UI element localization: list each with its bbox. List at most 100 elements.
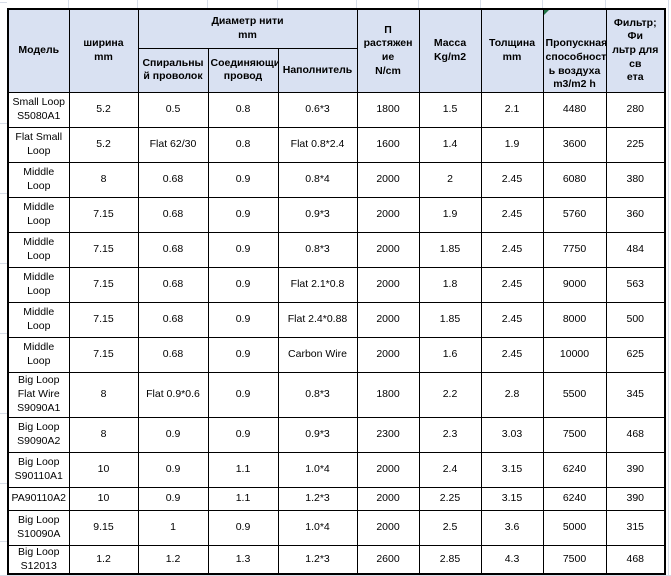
table-cell[interactable]: 5.2	[68, 91, 139, 128]
table-cell[interactable]: Flat 0.8*2.4	[277, 126, 358, 163]
table-cell[interactable]: 1	[137, 509, 209, 546]
table-cell[interactable]: 7.15	[68, 336, 139, 373]
table-cell[interactable]: 1600	[356, 126, 420, 163]
table-cell[interactable]: 1.2*3	[277, 544, 358, 575]
table-cell[interactable]: 6240	[542, 486, 607, 511]
table-cell[interactable]: 3600	[542, 126, 607, 163]
table-cell[interactable]: 5000	[542, 509, 607, 546]
model-cell[interactable]: Small Loop S5080A1	[7, 91, 70, 128]
table-cell[interactable]: 1.0*4	[277, 509, 358, 546]
table-cell[interactable]: 5760	[542, 196, 607, 233]
table-cell[interactable]: 2000	[356, 266, 420, 303]
table-cell[interactable]: 8	[68, 416, 139, 453]
table-cell[interactable]: 2600	[356, 544, 420, 575]
table-cell[interactable]: 0.9	[207, 416, 279, 453]
header-thread-diameter-group[interactable]: Диаметр нити mm	[137, 8, 358, 50]
table-cell[interactable]: 0.9	[137, 416, 209, 453]
table-cell[interactable]: 1.4	[418, 126, 482, 163]
table-cell[interactable]: 0.6*3	[277, 91, 358, 128]
table-cell[interactable]: 0.8*3	[277, 371, 358, 418]
table-cell[interactable]: 1.5	[418, 91, 482, 128]
table-cell[interactable]: 1.2	[137, 544, 209, 575]
table-cell[interactable]: 468	[605, 544, 666, 575]
table-cell[interactable]: 2000	[356, 486, 420, 511]
table-cell[interactable]: 2.45	[480, 301, 544, 338]
table-cell[interactable]: 1.8	[418, 266, 482, 303]
table-cell[interactable]: 8000	[542, 301, 607, 338]
table-cell[interactable]: 1.9	[418, 196, 482, 233]
table-cell[interactable]: 0.68	[137, 196, 209, 233]
table-cell[interactable]: 0.8	[207, 126, 279, 163]
table-cell[interactable]: 1.1	[207, 486, 279, 511]
table-cell[interactable]: 2.45	[480, 266, 544, 303]
header-filler[interactable]: Наполнитель	[277, 48, 358, 93]
table-cell[interactable]: 2.2	[418, 371, 482, 418]
table-cell[interactable]: 0.5	[137, 91, 209, 128]
header-connecting-wire[interactable]: Соединяющий провод	[207, 48, 279, 93]
table-cell[interactable]: 1.85	[418, 301, 482, 338]
table-cell[interactable]: 2000	[356, 451, 420, 488]
table-cell[interactable]: 380	[605, 161, 666, 198]
table-cell[interactable]: 0.68	[137, 161, 209, 198]
table-cell[interactable]: 0.9	[137, 486, 209, 511]
table-cell[interactable]: 2.45	[480, 161, 544, 198]
table-cell[interactable]: 3.15	[480, 486, 544, 511]
table-cell[interactable]: Carbon Wire	[277, 336, 358, 373]
header-tensile[interactable]: П растяжен ие N/cm	[356, 8, 420, 93]
model-cell[interactable]: Big Loop Flat Wire S9090A1	[7, 371, 70, 418]
table-cell[interactable]: 0.9	[207, 371, 279, 418]
table-cell[interactable]: 0.68	[137, 231, 209, 268]
table-cell[interactable]: 2.8	[480, 371, 544, 418]
table-cell[interactable]: 2.4	[418, 451, 482, 488]
model-cell[interactable]: PA90110A2	[7, 486, 70, 511]
table-cell[interactable]: 9.15	[68, 509, 139, 546]
table-cell[interactable]: 7500	[542, 544, 607, 575]
table-cell[interactable]: 0.68	[137, 336, 209, 373]
table-cell[interactable]: 2.45	[480, 231, 544, 268]
model-cell[interactable]: Big Loop S90110A1	[7, 451, 70, 488]
table-cell[interactable]: 500	[605, 301, 666, 338]
table-cell[interactable]: 390	[605, 451, 666, 488]
table-cell[interactable]: 563	[605, 266, 666, 303]
table-cell[interactable]: 280	[605, 91, 666, 128]
table-cell[interactable]: 2.85	[418, 544, 482, 575]
table-cell[interactable]: 6240	[542, 451, 607, 488]
table-cell[interactable]: 0.9*3	[277, 416, 358, 453]
header-airflow[interactable]: Пропускная способност ь воздуха m3/m2 h	[542, 8, 607, 93]
table-cell[interactable]: Flat 2.4*0.88	[277, 301, 358, 338]
model-cell[interactable]: Middle Loop	[7, 301, 70, 338]
table-cell[interactable]: 2300	[356, 416, 420, 453]
table-cell[interactable]: 2.5	[418, 509, 482, 546]
table-cell[interactable]: 1.1	[207, 451, 279, 488]
table-cell[interactable]: 0.68	[137, 266, 209, 303]
table-cell[interactable]: 0.68	[137, 301, 209, 338]
table-cell[interactable]: 2.45	[480, 196, 544, 233]
table-cell[interactable]: 0.9	[207, 336, 279, 373]
table-cell[interactable]: 10	[68, 486, 139, 511]
table-cell[interactable]: 0.9	[207, 196, 279, 233]
table-cell[interactable]: 2000	[356, 196, 420, 233]
table-cell[interactable]: 1800	[356, 91, 420, 128]
table-cell[interactable]: 2000	[356, 336, 420, 373]
model-cell[interactable]: Middle Loop	[7, 231, 70, 268]
header-width[interactable]: ширина mm	[68, 8, 139, 93]
header-model[interactable]: Модель	[7, 8, 70, 93]
table-cell[interactable]: 0.9	[207, 266, 279, 303]
table-cell[interactable]: 0.9	[207, 231, 279, 268]
table-cell[interactable]: 0.9	[207, 301, 279, 338]
header-filter[interactable]: Фильтр; Фи льтр для св ета	[605, 8, 666, 93]
header-mass[interactable]: Масса Kg/m2	[418, 8, 482, 93]
table-cell[interactable]: 3.03	[480, 416, 544, 453]
table-cell[interactable]: 9000	[542, 266, 607, 303]
table-cell[interactable]: 3.6	[480, 509, 544, 546]
table-cell[interactable]: 3.15	[480, 451, 544, 488]
table-cell[interactable]: 0.9	[207, 161, 279, 198]
table-cell[interactable]: 6080	[542, 161, 607, 198]
model-cell[interactable]: Middle Loop	[7, 196, 70, 233]
model-cell[interactable]: Middle Loop	[7, 336, 70, 373]
table-cell[interactable]: 2.25	[418, 486, 482, 511]
table-cell[interactable]: 0.8*3	[277, 231, 358, 268]
table-cell[interactable]: 8	[68, 371, 139, 418]
table-cell[interactable]: 1.2	[68, 544, 139, 575]
table-cell[interactable]: 1.9	[480, 126, 544, 163]
